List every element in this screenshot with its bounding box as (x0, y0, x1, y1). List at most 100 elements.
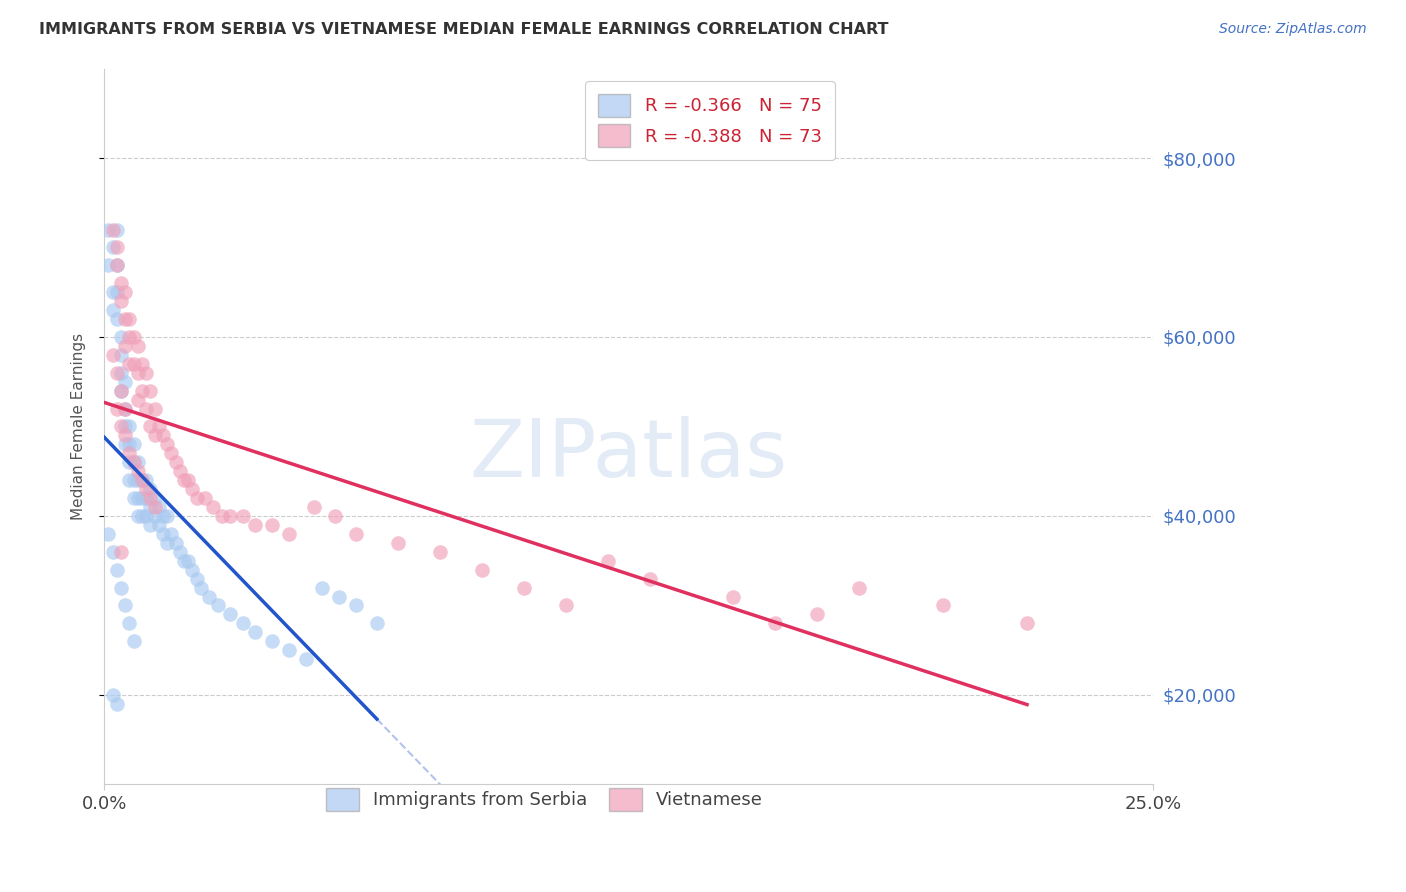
Point (135, 401, 157, 416)
Point (232, 508, 254, 523)
Point (118, 437, 141, 451)
Point (114, 285, 136, 300)
Point (118, 330, 141, 344)
Point (806, 607, 828, 622)
Point (101, 545, 124, 559)
Point (190, 581, 212, 595)
Text: Source: ZipAtlas.com: Source: ZipAtlas.com (1219, 22, 1367, 37)
Point (114, 401, 136, 416)
Point (101, 303, 124, 318)
Point (211, 508, 233, 523)
Point (131, 473, 153, 487)
Point (143, 508, 166, 523)
Point (596, 554, 619, 568)
Point (131, 357, 153, 371)
Y-axis label: Median Female Earnings: Median Female Earnings (72, 333, 86, 520)
Point (294, 652, 316, 666)
Point (177, 473, 200, 487)
Point (122, 437, 145, 451)
Point (344, 526, 367, 541)
Point (139, 500, 162, 514)
Point (127, 491, 149, 505)
Point (127, 508, 149, 523)
Point (173, 554, 195, 568)
Point (131, 508, 153, 523)
Point (139, 517, 162, 532)
Point (160, 446, 183, 460)
Point (169, 545, 191, 559)
Point (219, 508, 242, 523)
Point (97, 259, 120, 273)
Point (105, 312, 128, 326)
Point (105, 285, 128, 300)
Point (323, 508, 346, 523)
Point (114, 401, 136, 416)
Point (105, 259, 128, 273)
Point (131, 473, 153, 487)
Point (110, 545, 132, 559)
Point (127, 392, 149, 407)
Point (110, 384, 132, 398)
Point (143, 500, 166, 514)
Point (232, 616, 254, 631)
Point (118, 616, 141, 631)
Point (127, 473, 149, 487)
Point (186, 491, 208, 505)
Point (177, 554, 200, 568)
Point (122, 455, 145, 469)
Point (262, 634, 284, 648)
Point (105, 401, 128, 416)
Point (127, 366, 149, 380)
Point (848, 581, 870, 595)
Point (143, 401, 166, 416)
Point (165, 455, 187, 469)
Point (105, 366, 128, 380)
Point (110, 348, 132, 362)
Point (127, 455, 149, 469)
Point (114, 419, 136, 434)
Point (101, 222, 124, 236)
Point (156, 437, 179, 451)
Point (554, 599, 576, 613)
Point (165, 536, 187, 550)
Point (105, 222, 128, 236)
Point (110, 366, 132, 380)
Point (110, 277, 132, 291)
Point (114, 428, 136, 442)
Point (328, 590, 350, 604)
Point (143, 428, 166, 442)
Point (156, 536, 179, 550)
Point (122, 330, 145, 344)
Point (207, 599, 229, 613)
Point (148, 419, 170, 434)
Point (97, 526, 120, 541)
Point (122, 455, 145, 469)
Point (471, 563, 494, 577)
Point (152, 526, 174, 541)
Point (110, 581, 132, 595)
Point (110, 419, 132, 434)
Point (118, 455, 141, 469)
Point (311, 581, 333, 595)
Point (114, 312, 136, 326)
Point (110, 330, 132, 344)
Point (122, 634, 145, 648)
Point (152, 428, 174, 442)
Point (245, 517, 267, 532)
Text: IMMIGRANTS FROM SERBIA VS VIETNAMESE MEDIAN FEMALE EARNINGS CORRELATION CHART: IMMIGRANTS FROM SERBIA VS VIETNAMESE MED… (39, 22, 889, 37)
Point (198, 590, 221, 604)
Point (101, 240, 124, 254)
Point (638, 572, 661, 586)
Point (118, 419, 141, 434)
Legend: Immigrants from Serbia, Vietnamese: Immigrants from Serbia, Vietnamese (312, 773, 778, 825)
Point (114, 339, 136, 353)
Point (173, 473, 195, 487)
Point (118, 446, 141, 460)
Point (114, 437, 136, 451)
Point (118, 473, 141, 487)
Point (139, 482, 162, 496)
Point (105, 259, 128, 273)
Point (302, 500, 325, 514)
Point (110, 294, 132, 309)
Point (202, 500, 225, 514)
